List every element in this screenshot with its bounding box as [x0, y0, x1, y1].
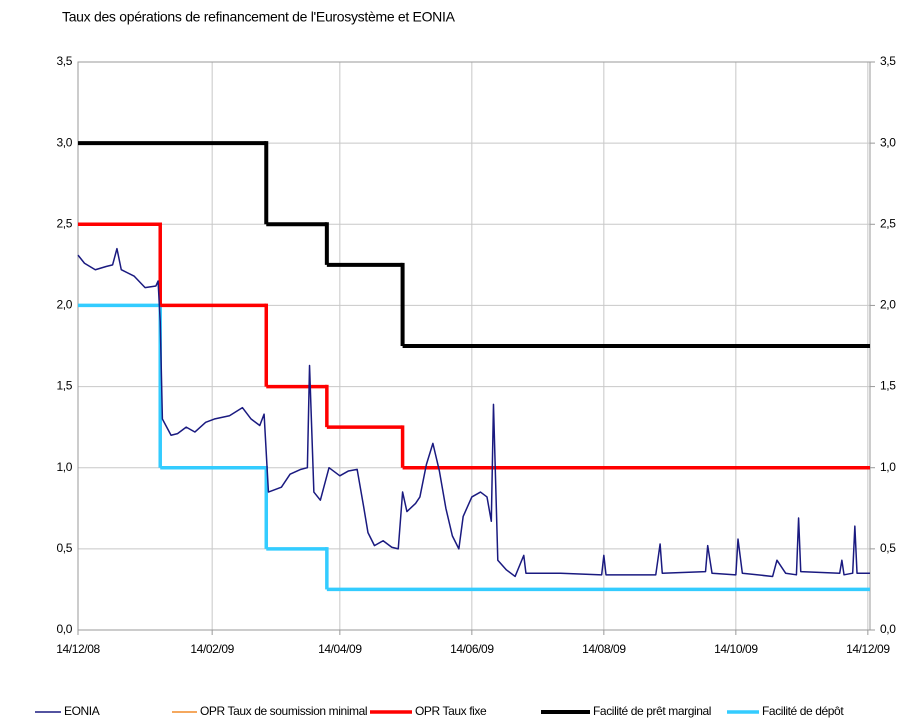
y-tick-label: 1,0 [57, 460, 73, 474]
x-tick-label: 14/08/09 [582, 642, 626, 656]
x-tick-label: 14/02/09 [190, 642, 234, 656]
x-tick-label: 14/04/09 [318, 642, 362, 656]
legend-label: OPR Taux fixe [415, 704, 487, 718]
series-line [77, 247, 870, 578]
legend-label: Facilité de prêt marginal [593, 704, 711, 718]
y2-tick-label: 0,0 [880, 622, 896, 636]
y2-tick-label: 1,0 [880, 460, 896, 474]
y-tick-label: 0,0 [57, 622, 73, 636]
y2-tick-label: 3,0 [880, 135, 896, 149]
y2-tick-label: 2,5 [880, 216, 896, 230]
x-tick-label: 14/12/09 [846, 642, 890, 656]
y-tick-label: 3,5 [57, 54, 73, 68]
y-tick-label: 2,5 [57, 216, 73, 230]
y2-tick-label: 2,0 [880, 298, 896, 312]
x-tick-label: 14/06/09 [450, 642, 494, 656]
y2-tick-label: 3,5 [880, 54, 896, 68]
legend-label: EONIA [64, 704, 100, 718]
y2-tick-label: 1,5 [880, 379, 896, 393]
legend-label: OPR Taux de soumission minimal [200, 704, 367, 718]
y-tick-label: 0,5 [57, 541, 73, 555]
legend-label: Facilité de dépôt [762, 704, 844, 718]
y2-tick-label: 0,5 [880, 541, 896, 555]
y-tick-label: 2,0 [57, 298, 73, 312]
chart-title: Taux des opérations de refinancement de … [62, 9, 456, 25]
x-tick-label: 14/12/08 [56, 642, 100, 656]
y-tick-label: 1,5 [57, 379, 73, 393]
x-tick-label: 14/10/09 [714, 642, 758, 656]
y-tick-label: 3,0 [57, 135, 73, 149]
